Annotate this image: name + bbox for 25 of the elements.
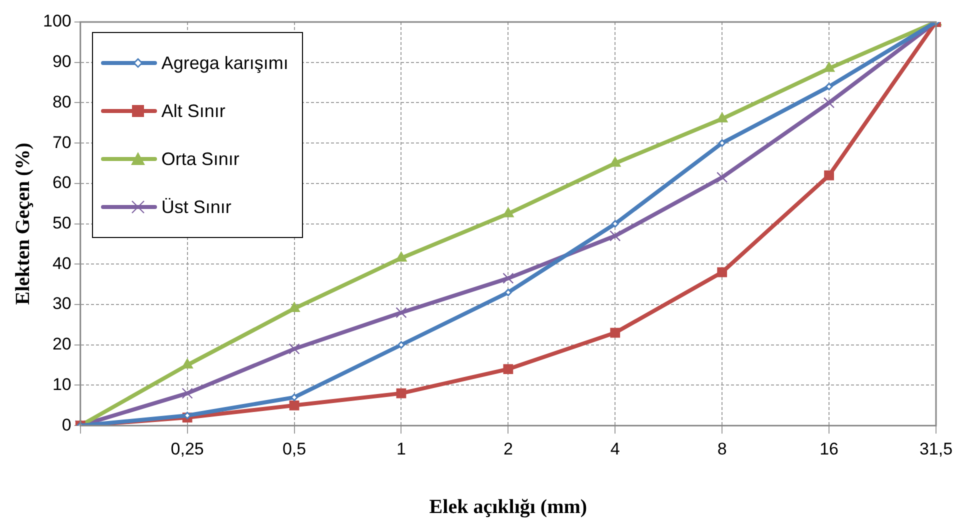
y-tick-label: 70 — [52, 132, 72, 152]
y-axis-title: Elekten Geçen (%) — [12, 142, 34, 305]
y-tick-label: 10 — [52, 374, 72, 394]
y-tick-label: 20 — [52, 334, 72, 354]
y-tick-label: 40 — [52, 254, 72, 273]
x-tick-label: 2 — [503, 439, 513, 458]
x-axis-title: Elek açıklığı (mm) — [429, 496, 588, 518]
y-tick-label: 60 — [52, 173, 72, 192]
y-tick-label: 80 — [52, 92, 72, 112]
x-tick-label: 31,5 — [919, 439, 953, 458]
x-tick-label: 4 — [610, 439, 620, 458]
y-tick-label: 0 — [62, 415, 72, 434]
x-tick-label: 0,5 — [282, 439, 306, 458]
x-tick-label: 16 — [820, 439, 839, 458]
x-tick-label: 1 — [396, 439, 406, 458]
x-tick-label: 0,25 — [170, 439, 204, 458]
legend-label: Alt Sınır — [161, 100, 226, 122]
y-tick-label: 100 — [42, 12, 72, 31]
y-tick-label: 90 — [52, 52, 72, 72]
y-tick-label: 50 — [52, 213, 72, 232]
legend-label: Agrega karışımı — [161, 52, 288, 74]
legend-label: Üst Sınır — [161, 196, 232, 218]
legend-label: Orta Sınır — [161, 148, 240, 170]
y-tick-label: 30 — [52, 294, 72, 314]
x-tick-label: 8 — [717, 439, 727, 458]
